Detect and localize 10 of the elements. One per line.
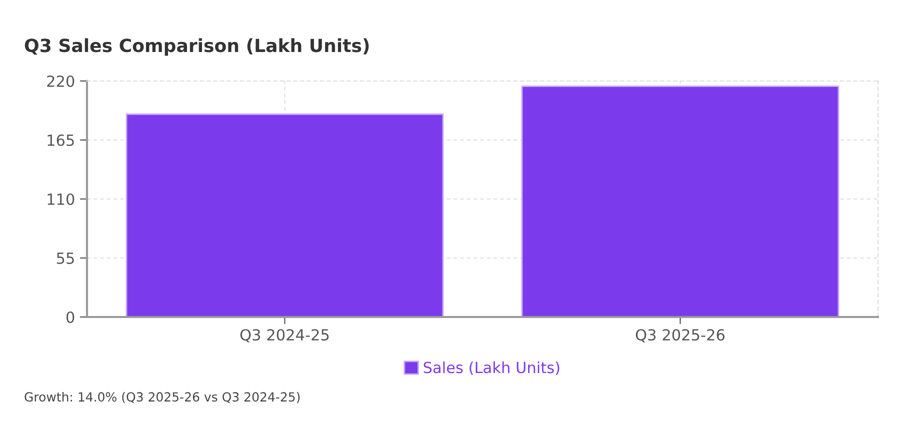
legend-label: Sales (Lakh Units) — [424, 361, 560, 376]
y-tick-label: 0 — [66, 311, 74, 324]
y-tick-label: 220 — [47, 75, 74, 88]
x-tick-label: Q3 2025-26 — [636, 329, 725, 342]
text: Growth: 14.0% (Q3 2025-26 vs Q3 2024-25) — [24, 392, 300, 404]
y-tick-label: 55 — [56, 252, 74, 264]
y-tick-label: 110 — [48, 193, 74, 206]
chart-title: Q3 Sales Comparison (Lakh Units) — [24, 38, 369, 56]
x-tick-label: Q3 2024-25 — [240, 329, 329, 342]
y-tick-label: 165 — [48, 134, 74, 146]
